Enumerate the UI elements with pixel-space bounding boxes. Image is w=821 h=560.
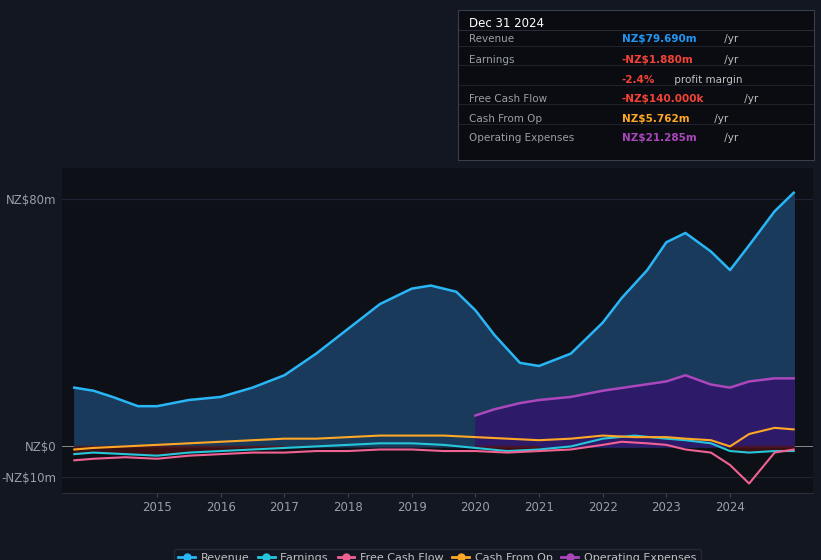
Text: NZ$21.285m: NZ$21.285m	[621, 133, 696, 143]
Text: -NZ$1.880m: -NZ$1.880m	[621, 54, 694, 64]
Text: Operating Expenses: Operating Expenses	[469, 133, 574, 143]
Legend: Revenue, Earnings, Free Cash Flow, Cash From Op, Operating Expenses: Revenue, Earnings, Free Cash Flow, Cash …	[174, 549, 700, 560]
Text: -2.4%: -2.4%	[621, 75, 655, 85]
Text: Dec 31 2024: Dec 31 2024	[469, 17, 544, 30]
Text: /yr: /yr	[721, 133, 738, 143]
Text: Free Cash Flow: Free Cash Flow	[469, 94, 547, 104]
Text: Cash From Op: Cash From Op	[469, 114, 542, 124]
Text: NZ$79.690m: NZ$79.690m	[621, 34, 696, 44]
Text: profit margin: profit margin	[672, 75, 743, 85]
Text: /yr: /yr	[711, 114, 728, 124]
Text: /yr: /yr	[721, 54, 738, 64]
Text: Revenue: Revenue	[469, 34, 514, 44]
Text: /yr: /yr	[741, 94, 759, 104]
Text: Earnings: Earnings	[469, 54, 514, 64]
Text: -NZ$140.000k: -NZ$140.000k	[621, 94, 704, 104]
Text: /yr: /yr	[721, 34, 738, 44]
Text: NZ$5.762m: NZ$5.762m	[621, 114, 690, 124]
